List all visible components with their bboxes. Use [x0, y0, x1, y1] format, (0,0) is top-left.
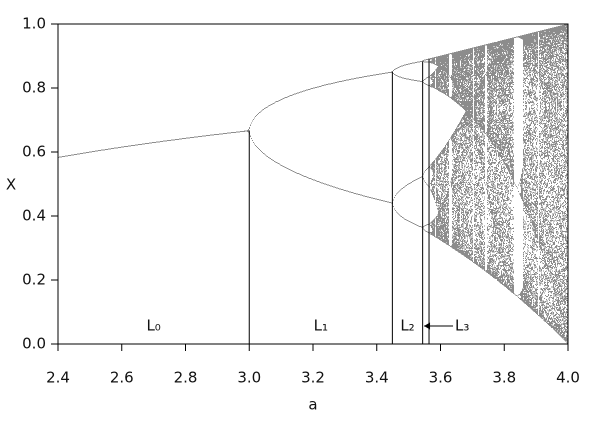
x-tick-label: 3.6: [429, 369, 453, 387]
x-tick-label: 3.0: [237, 369, 261, 387]
y-axis-label: X: [6, 176, 16, 194]
x-axis-label: a: [308, 396, 317, 414]
x-tick-label: 3.8: [492, 369, 516, 387]
y-tick-label: 0.6: [22, 143, 46, 161]
region-label: L₃: [455, 317, 469, 335]
x-tick-label: 3.2: [301, 369, 325, 387]
region-label: L₂: [400, 317, 414, 335]
x-tick-label: 4.0: [556, 369, 580, 387]
y-tick-label: 0.4: [22, 207, 46, 225]
y-tick-label: 0.0: [22, 335, 46, 353]
y-tick-label: 0.2: [22, 271, 46, 289]
region-label: L₁: [314, 317, 328, 335]
x-tick-label: 3.4: [365, 369, 389, 387]
region-label: L₀: [146, 317, 160, 335]
attractor: [58, 24, 568, 344]
x-tick-label: 2.6: [110, 369, 134, 387]
x-tick-label: 2.4: [46, 369, 70, 387]
y-tick-label: 0.8: [22, 79, 46, 97]
arrow-head: [424, 322, 431, 330]
y-tick-label: 1.0: [22, 15, 46, 33]
x-tick-label: 2.8: [174, 369, 198, 387]
